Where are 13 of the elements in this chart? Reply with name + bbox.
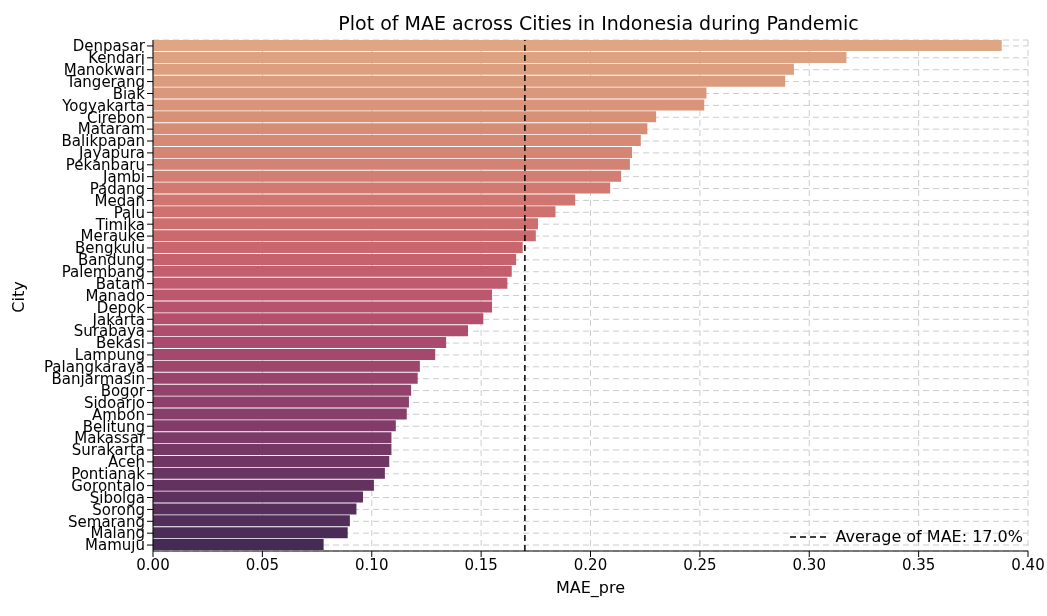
x-tick-label: 0.20 [573, 555, 608, 574]
ref-line-label: Average of MAE: 17.0% [835, 527, 1023, 546]
x-tick-label: 0.15 [464, 555, 498, 574]
x-tick-label: 0.35 [901, 555, 936, 574]
x-tick-label: 0.00 [136, 555, 170, 574]
x-tick-label: 0.25 [683, 555, 717, 574]
x-tick-label: 0.40 [1011, 555, 1045, 574]
x-tick-label: 0.30 [792, 555, 826, 574]
x-tick-label: 0.05 [245, 555, 280, 574]
chart-title: Plot of MAE across Cities in Indonesia during Pandemic [337, 12, 860, 34]
x-tick-label: 0.10 [355, 555, 389, 574]
x-axis-title: MAE_pre [555, 578, 626, 598]
y-axis-title: City [8, 281, 28, 313]
